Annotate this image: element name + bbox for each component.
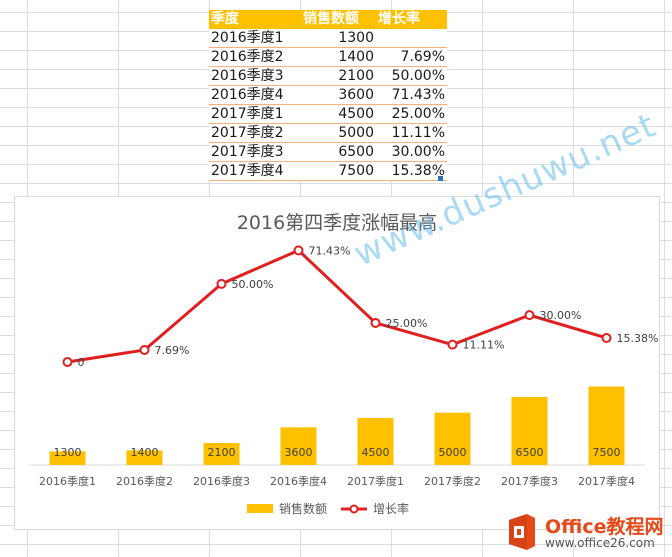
table-cell[interactable]: 2017季度3 — [209, 142, 301, 162]
x-tick-label: 2016季度1 — [39, 474, 96, 488]
line-point — [601, 332, 612, 343]
bar-label: 3600 — [285, 446, 313, 459]
table-row: 2016季度1 1300 — [209, 28, 447, 48]
office-logo: Office教程网 www.office26.com — [505, 508, 669, 554]
bar — [588, 386, 625, 465]
bar — [511, 396, 548, 465]
line-label: 11.11% — [463, 339, 505, 352]
bar-label: 1300 — [54, 446, 82, 459]
bar-label: 4500 — [362, 446, 390, 459]
table-cell[interactable] — [376, 28, 447, 48]
bar-label: 5000 — [439, 446, 467, 459]
table-row: 2016季度4 3600 71.43% — [209, 85, 447, 105]
growth-line — [67, 248, 607, 364]
x-tick-label: 2017季度1 — [347, 474, 404, 488]
table-row: 2017季度4 7500 15.38% — [209, 161, 447, 181]
chart-svg: 2016第四季度涨幅最高 1300 1400 2100 3600 4500 5000 6500… — [29, 212, 659, 516]
x-tick-label: 2016季度4 — [270, 474, 327, 488]
legend-label-line: 增长率 — [373, 501, 409, 516]
data-table: 季度 销售数额 增长率 2016季度1 1300 2016季度2 1400 7.69% 2016… — [209, 10, 447, 181]
table-cell[interactable]: 50.00% — [376, 66, 447, 86]
header-cell[interactable]: 增长率 — [376, 10, 447, 29]
table-cell[interactable]: 3600 — [301, 85, 376, 105]
table-cell[interactable]: 2016季度1 — [209, 28, 301, 48]
table-row: 2016季度3 2100 50.00% — [209, 66, 447, 86]
table-cell[interactable]: 2017季度4 — [209, 161, 301, 181]
table-cell[interactable]: 2100 — [301, 66, 376, 86]
bar — [357, 417, 394, 465]
bar-label: 7500 — [593, 446, 621, 459]
bar — [203, 443, 240, 465]
line-label: 30.00% — [540, 309, 582, 322]
x-tick-label: 2016季度3 — [193, 474, 250, 488]
logo-brand: Office教程网 — [545, 516, 664, 538]
table-cell[interactable]: 15.38% — [376, 161, 447, 181]
line-label: 7.69% — [155, 344, 190, 357]
header-cell[interactable]: 销售数额 — [301, 10, 376, 29]
bar-label: 1400 — [131, 446, 159, 459]
line-point — [370, 317, 381, 328]
table-cell[interactable]: 2016季度4 — [209, 85, 301, 105]
header-cell[interactable]: 季度 — [209, 10, 301, 29]
table-cell[interactable]: 6500 — [301, 142, 376, 162]
table-cell[interactable]: 1400 — [301, 47, 376, 67]
x-tick-label: 2017季度4 — [578, 474, 635, 488]
x-tick-label: 2017季度3 — [501, 474, 558, 488]
line-point — [216, 278, 227, 289]
table-cell[interactable]: 7500 — [301, 161, 376, 181]
line-label: 71.43% — [309, 244, 351, 257]
line-label: 50.00% — [232, 278, 274, 291]
table-cell[interactable]: 1300 — [301, 28, 376, 48]
table-cell[interactable]: 2017季度1 — [209, 104, 301, 124]
line-label: 0 — [78, 356, 85, 369]
table-cell[interactable]: 2016季度3 — [209, 66, 301, 86]
table-cell[interactable]: 71.43% — [376, 85, 447, 105]
line-point — [447, 339, 458, 350]
line-label: 25.00% — [386, 317, 428, 330]
combo-chart[interactable]: 2016第四季度涨幅最高 1300 1400 2100 3600 4500 5000 6500… — [14, 196, 660, 530]
table-cell[interactable]: 7.69% — [376, 47, 447, 67]
fill-handle[interactable] — [438, 176, 443, 181]
table-cell[interactable]: 2017季度2 — [209, 123, 301, 143]
line-label: 15.38% — [617, 332, 659, 345]
table-cell[interactable]: 2016季度2 — [209, 47, 301, 67]
table-cell[interactable]: 30.00% — [376, 142, 447, 162]
logo-url: www.office26.com — [545, 536, 655, 550]
x-tick-label: 2016季度2 — [116, 474, 173, 488]
table-row: 2016季度2 1400 7.69% — [209, 47, 447, 67]
line-point — [524, 310, 535, 321]
bar-label: 6500 — [516, 446, 544, 459]
table-header-row: 季度 销售数额 增长率 — [209, 10, 447, 29]
bar — [280, 427, 317, 465]
office-logo-icon — [509, 514, 535, 550]
table-cell[interactable]: 11.11% — [376, 123, 447, 143]
table-row: 2017季度3 6500 30.00% — [209, 142, 447, 162]
x-tick-label: 2017季度2 — [424, 474, 481, 488]
bar-label: 2100 — [208, 446, 236, 459]
table-cell[interactable]: 4500 — [301, 104, 376, 124]
bar — [434, 412, 471, 465]
line-point — [293, 245, 304, 256]
table-cell[interactable]: 25.00% — [376, 104, 447, 124]
legend-label-bar: 销售数额 — [279, 501, 327, 516]
table-row: 2017季度2 5000 11.11% — [209, 123, 447, 143]
chart-title: 2016第四季度涨幅最高 — [237, 212, 437, 234]
table-cell[interactable]: 5000 — [301, 123, 376, 143]
line-point — [139, 344, 150, 355]
bar — [126, 450, 163, 465]
bar — [49, 451, 86, 465]
line-point — [62, 357, 73, 367]
table-row: 2017季度1 4500 25.00% — [209, 104, 447, 124]
legend-marker-line — [349, 504, 359, 514]
legend-swatch-bar — [247, 504, 273, 513]
